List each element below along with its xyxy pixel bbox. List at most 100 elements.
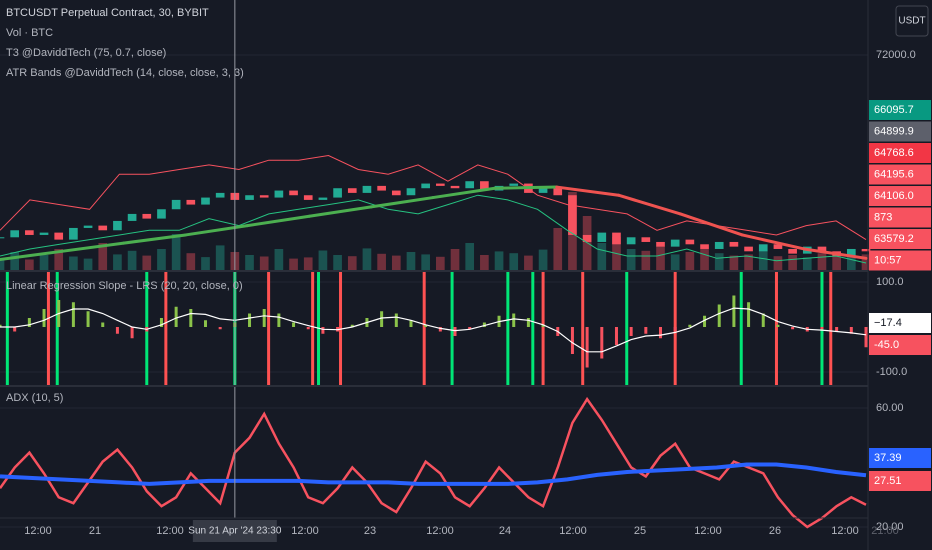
lrs-bar — [864, 327, 868, 348]
lrs-legend[interactable]: Linear Regression Slope - LRS (20, 20, c… — [6, 280, 243, 292]
volume-bar — [289, 258, 298, 270]
t3-legend[interactable]: T3 @DaviddTech (75, 0.7, close) — [6, 47, 166, 59]
candle — [347, 188, 357, 193]
volume-bar — [494, 251, 504, 270]
lrs-bar — [0, 324, 2, 327]
candle — [612, 232, 621, 245]
volume-bar — [259, 256, 269, 270]
volume-bar — [832, 255, 841, 270]
lrs-bar — [350, 324, 354, 327]
t3-segment — [122, 233, 188, 245]
volume-bar — [347, 256, 357, 270]
t3-segment — [369, 196, 435, 209]
t3-segment — [555, 185, 621, 197]
volume-bar — [773, 256, 783, 270]
lrs-bar — [262, 309, 266, 327]
volume-bar — [802, 257, 812, 270]
lrs-bar — [541, 324, 545, 327]
lrs-bar — [321, 327, 325, 334]
candle — [362, 185, 372, 193]
price-tag — [869, 448, 931, 468]
volume-bar — [39, 255, 49, 270]
volume-bar — [626, 249, 636, 270]
volume-legend[interactable]: Vol · BTC — [6, 27, 53, 39]
price-tag-label: -45.0 — [874, 339, 899, 351]
lrs-bar — [600, 327, 604, 359]
time-label: 12:00 — [291, 525, 319, 537]
lrs-bar — [394, 313, 398, 327]
candle — [656, 241, 665, 247]
lrs-bar — [159, 318, 163, 327]
price-tag-label: 27.51 — [874, 475, 902, 487]
crosshair-time: Sun 21 Apr '24 23:30 — [188, 526, 282, 537]
lrs-bar — [424, 324, 428, 327]
di-line — [0, 396, 867, 529]
candle — [509, 183, 519, 186]
volume-bar — [700, 249, 709, 270]
price-tag — [869, 471, 931, 491]
candle — [0, 237, 5, 239]
volume-bar — [480, 255, 489, 270]
time-label: 12:00 — [694, 525, 722, 537]
symbol-title[interactable]: BTCUSDT Perpetual Contract, 30, BYBIT — [6, 7, 209, 19]
volume-bar — [245, 255, 254, 270]
candle — [333, 188, 342, 198]
volume-bar — [215, 245, 225, 270]
lrs-bar — [526, 318, 530, 327]
volume-bar — [553, 228, 563, 270]
volume-bar — [597, 243, 607, 270]
price-tag-label: −17.4 — [874, 317, 902, 329]
volume-bar — [171, 234, 181, 270]
time-label: 12:00 — [426, 525, 454, 537]
volume-bar — [641, 250, 651, 270]
atr-legend[interactable]: ATR Bands @DaviddTech (14, close, close,… — [6, 67, 244, 79]
lrs-bar — [101, 322, 105, 327]
lrs-tick-label: -100.0 — [876, 366, 907, 378]
t3-segment — [802, 247, 868, 260]
volume-bar — [391, 255, 401, 270]
candle — [318, 197, 328, 200]
lrs-tick-label: 100.0 — [876, 276, 904, 288]
lrs-bar — [42, 309, 46, 327]
candle — [817, 246, 827, 252]
volume-bar — [69, 256, 78, 270]
candle — [465, 181, 475, 189]
price-tag — [869, 164, 931, 185]
candle — [157, 209, 166, 219]
lrs-bar — [732, 295, 736, 327]
candle — [582, 234, 592, 242]
candle — [274, 190, 284, 198]
t3-segment — [0, 249, 64, 261]
candle — [25, 230, 34, 235]
volume-bar — [157, 249, 166, 270]
time-label: 12:00 — [24, 525, 52, 537]
lrs-bar — [468, 327, 472, 330]
volume-bar — [685, 252, 695, 270]
lrs-bar — [115, 327, 119, 334]
volume-bar — [201, 257, 210, 270]
volume-bar — [406, 252, 416, 270]
price-tag — [869, 186, 931, 206]
time-label: 21 — [89, 525, 101, 537]
price-tag-label: 64768.6 — [874, 147, 914, 159]
price-tag-label: 37.39 — [874, 452, 902, 464]
price-tag — [869, 250, 931, 271]
time-label: 12:00 — [156, 525, 184, 537]
price-tick-label: 72000.0 — [876, 49, 916, 61]
volume-bar — [450, 249, 460, 270]
lrs-bar — [776, 324, 780, 327]
lrs-bar — [482, 322, 486, 327]
volume-bar — [25, 259, 34, 270]
volume-bar — [524, 255, 533, 270]
price-tag — [869, 335, 931, 355]
currency-label[interactable]: USDT — [898, 16, 925, 27]
currency-button[interactable] — [895, 5, 929, 37]
candle — [391, 190, 401, 196]
volume-bar — [846, 256, 856, 270]
price-tag — [869, 207, 931, 228]
price-tag-label: 873 — [874, 211, 892, 223]
candle — [846, 248, 856, 256]
lrs-bar — [791, 327, 795, 330]
adx-legend[interactable]: ADX (10, 5) — [6, 392, 63, 404]
